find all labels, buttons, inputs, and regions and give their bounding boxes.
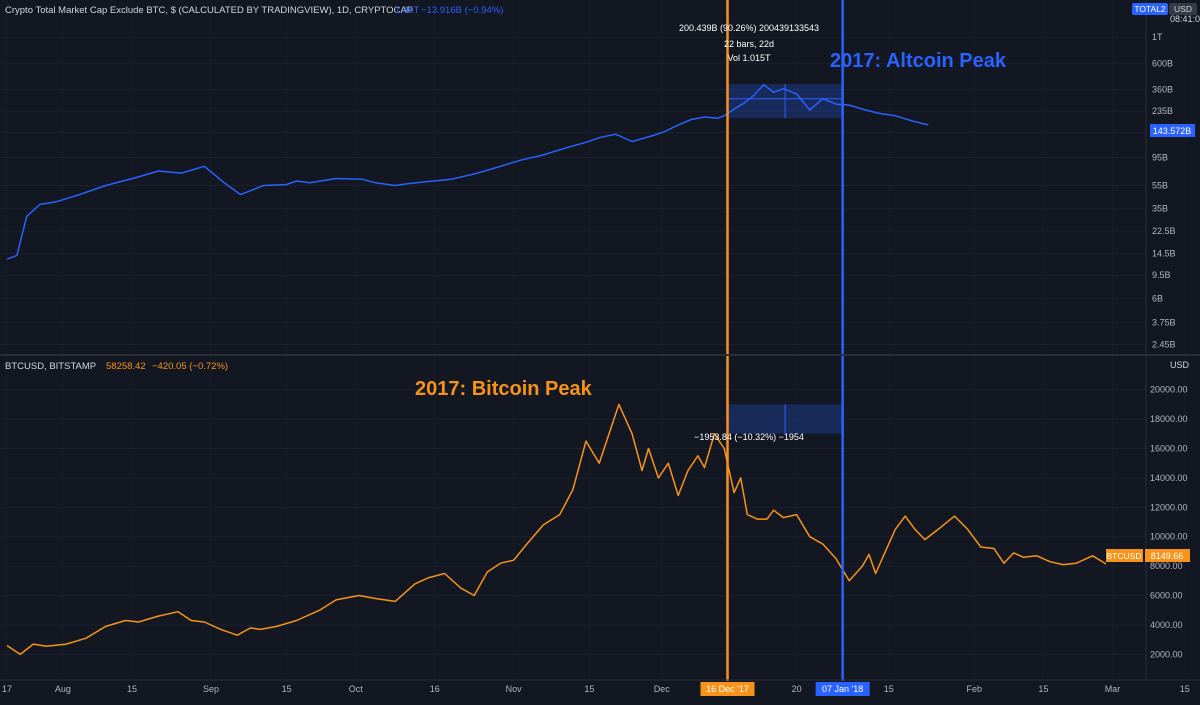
top-y-tick-label: 360B [1152, 84, 1173, 94]
top-y-tick-label: 600B [1152, 58, 1173, 68]
vertical-markers [726, 0, 844, 681]
time-axis-label: 15 [1038, 684, 1048, 694]
bottom-y-tick-label: 2000.00 [1150, 649, 1183, 659]
bottom-price-tag: 8149.66 [1151, 551, 1184, 561]
time-axis-label: 15 [584, 684, 594, 694]
btc-measure-text: −1953.84 (−10.32%) −1954 [694, 432, 804, 442]
top-y-tick-label: 3.75B [1152, 318, 1176, 328]
time-axis-label: 20 [792, 684, 802, 694]
total2-badge-bg[interactable] [1132, 3, 1168, 15]
time-axis-label: 15 [884, 684, 894, 694]
time-axis-marker-label: 07 Jan '18 [822, 684, 863, 694]
bottom-y-tick-label: 20000.00 [1150, 385, 1188, 395]
bottom-y-tick-label: 14000.00 [1150, 473, 1188, 483]
measure-text-line1: 200.439B (90.26%) 200439133543 [679, 23, 819, 33]
bottom-y-tick-label: 4000.00 [1150, 620, 1183, 630]
measure-text-line2: 22 bars, 22d [724, 39, 774, 49]
top-y-tick-label: 235B [1152, 106, 1173, 116]
measure-text-line3: Vol 1.015T [727, 53, 771, 63]
time-axis-label: Oct [349, 684, 364, 694]
total2-badge[interactable]: TOTAL2 [1134, 4, 1166, 14]
bottom-y-tick-label: 16000.00 [1150, 443, 1188, 453]
top-y-tick-label: 2.45B [1152, 339, 1176, 349]
bottom-y-tick-label: 12000.00 [1150, 502, 1188, 512]
bottom-y-tick-label: 18000.00 [1150, 414, 1188, 424]
bottom-y-tick-label: 8000.00 [1150, 561, 1183, 571]
bottom-price-tag-bg [1145, 549, 1190, 562]
grid-layer [0, 36, 1145, 655]
top-y-tick-label: 35B [1152, 204, 1168, 214]
time-axis-label: Sep [203, 684, 219, 694]
time-axis-label: 16 [430, 684, 440, 694]
top-y-tick-label: 95B [1152, 153, 1168, 163]
time-axis-label: 15 [282, 684, 292, 694]
bottom-legend-title: BTCUSD, BITSTAMP [5, 361, 96, 372]
bitcoin-peak-label: 2017: Bitcoin Peak [415, 378, 593, 400]
altcoin-peak-label: 2017: Altcoin Peak [830, 50, 1007, 72]
time-axis-label: Aug [55, 684, 71, 694]
top-legend-title: Crypto Total Market Cap Exclude BTC, $ (… [5, 5, 413, 16]
time-axis-marker-bg [700, 682, 755, 696]
top-y-tick-label: 9.5B [1152, 270, 1171, 280]
bottom-legend-change: −420.05 (−0.72%) [152, 361, 228, 372]
total2-series-line [6, 83, 929, 260]
top-y-tick-label: 55B [1152, 180, 1168, 190]
bottom-legend-last-value: 58258.42 [106, 361, 146, 372]
time-axis-label: Feb [967, 684, 983, 694]
clock: 08:41:03 [1170, 14, 1200, 24]
top-y-tick-label: 22.5B [1152, 226, 1176, 236]
time-axis-label: 15 [1180, 684, 1190, 694]
top-y-tick-label: 6B [1152, 294, 1163, 304]
btcusd-symbol-tag: BTCUSD [1107, 551, 1142, 561]
time-axis-label: Mar [1105, 684, 1121, 694]
top-y-tick-label: 1T [1152, 32, 1163, 42]
time-axis: 17 Aug 15 Sep 15 Oct 16 Nov 15 Dec 16 Dec '17 20 07 … [2, 682, 1190, 696]
btcusd-symbol-tag-bg [1106, 549, 1143, 562]
time-axis-label: 15 [127, 684, 137, 694]
top-price-tag: 143.572B [1153, 126, 1192, 136]
series-layer [6, 83, 1107, 656]
time-axis-marker-bg [815, 682, 870, 696]
bottom-y-tick-label: 10000.00 [1150, 532, 1188, 542]
time-axis-label: 17 [2, 684, 12, 694]
time-axis-marker-label: 16 Dec '17 [706, 684, 749, 694]
top-price-tag-bg [1150, 124, 1195, 137]
bottom-y-tick-label: 6000.00 [1150, 591, 1183, 601]
top-legend-change: −13.916B (−0.94%) [421, 5, 503, 16]
time-axis-label: Nov [506, 684, 523, 694]
top-legend-last-value: 1.46T [395, 5, 419, 16]
top-usd-badge[interactable]: USD [1174, 4, 1192, 14]
btcusd-series-line [6, 403, 1107, 656]
time-axis-label: Dec [654, 684, 671, 694]
axes-layer: 1T600B360B235B155B95B55B35B22.5B14.5B9.5… [0, 0, 1200, 681]
top-usd-badge-bg[interactable] [1169, 3, 1197, 15]
top-y-tick-label: 14.5B [1152, 249, 1176, 259]
bottom-usd-label: USD [1170, 360, 1190, 370]
